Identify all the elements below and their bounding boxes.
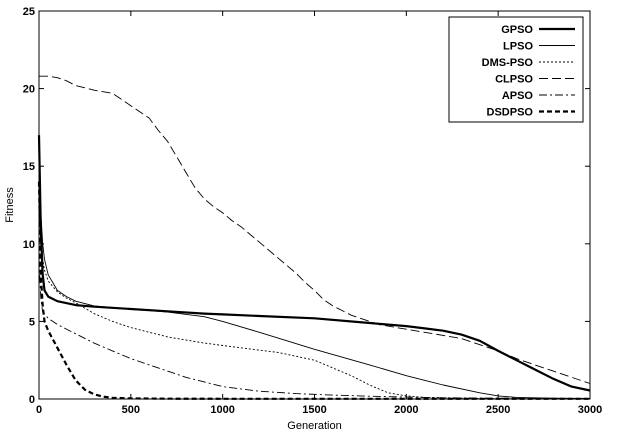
x-tick-label: 1000 [210,404,234,416]
axis-ticks: 0 500 1000 1500 2000 2500 3000 0 5 10 15 20 25 [23,6,602,416]
legend-label: APSO [502,90,534,102]
legend-label: CLPSO [495,74,533,86]
x-tick-label: 3000 [578,404,602,416]
legend-label: DMS-PSO [482,57,534,69]
series-line-lpso [38,150,591,399]
x-tick-label: 1500 [302,404,326,416]
y-tick-label: 0 [29,394,35,406]
y-tick-label: 10 [23,239,35,251]
legend: GPSO LPSO DMS-PSO CLPSO APSO DSDPSO [448,16,584,123]
series-line-apso [38,259,591,399]
legend-label: LPSO [503,41,533,53]
x-tick-label: 2000 [394,404,418,416]
legend-label: GPSO [501,24,533,36]
y-tick-label: 5 [29,316,35,328]
legend-box [448,16,584,123]
y-tick-label: 20 [23,84,35,96]
x-axis-label: Generation [287,420,341,432]
series-line-dms-pso [38,166,591,400]
y-tick-label: 25 [23,6,35,18]
legend-label: DSDPSO [487,107,534,119]
x-tick-label: 0 [36,404,42,416]
x-tick-label: 500 [122,404,140,416]
series-line-gpso [37,135,591,392]
x-tick-label: 2500 [486,404,510,416]
y-tick-label: 15 [23,161,35,173]
y-axis-label: Fitness [4,187,16,223]
series-line-clpso [39,75,591,384]
